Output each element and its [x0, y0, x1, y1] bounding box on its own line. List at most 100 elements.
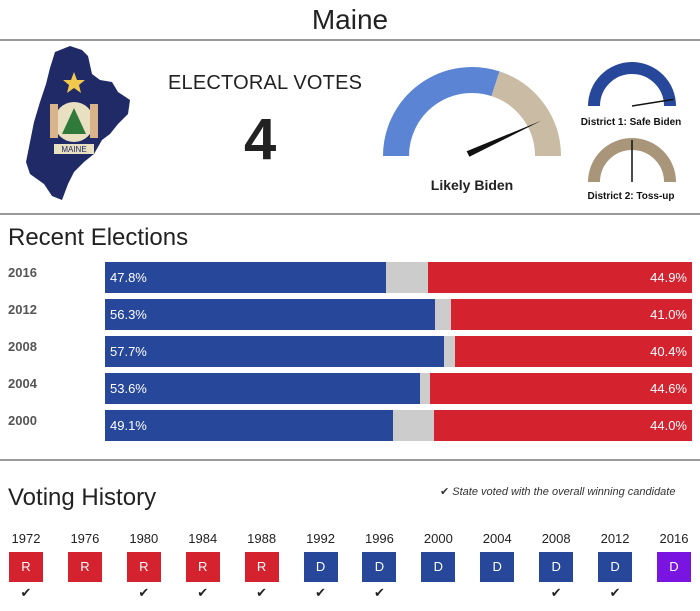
party-badge: R: [67, 552, 102, 582]
rep-share-label: 44.6%: [650, 381, 687, 396]
check-icon: ✔: [550, 585, 562, 600]
check-icon: [480, 585, 514, 601]
history-item: 2012 D ✔: [598, 531, 633, 601]
check-icon: ✔: [609, 585, 621, 600]
check-icon: ✔: [197, 585, 209, 600]
history-year: 2004: [482, 531, 512, 546]
party-badge: D: [656, 552, 691, 582]
history-year: 1972: [11, 531, 41, 546]
bar-segment-dem: [105, 410, 394, 441]
election-bar: 53.6% 44.6%: [105, 373, 692, 404]
recent-elections-heading: Recent Elections: [8, 224, 189, 251]
winner-legend: ✔ State voted with the overall winning c…: [440, 485, 675, 498]
rep-share-label: 41.0%: [650, 307, 687, 322]
divider: [0, 213, 700, 215]
history-item: 1988 R ✔: [244, 531, 279, 601]
history-year: 1992: [306, 531, 335, 546]
history-item: 2016 D: [656, 531, 691, 601]
election-bar: 49.1% 44.0%: [105, 410, 692, 441]
legend-text: State voted with the overall winning can…: [452, 486, 676, 498]
check-icon: [68, 585, 102, 601]
check-icon: ✔: [440, 486, 450, 498]
rep-share-label: 44.0%: [650, 418, 687, 433]
bar-segment-rep: [428, 262, 692, 293]
rep-share-label: 44.9%: [650, 270, 687, 285]
electoral-votes-count: 4: [244, 107, 277, 172]
check-icon: ✔: [315, 585, 326, 600]
gauge-needle: [466, 120, 542, 157]
check-icon: ✔: [20, 585, 32, 600]
dem-share-label: 49.1%: [110, 418, 147, 433]
election-bar: 47.8% 44.9%: [105, 262, 692, 293]
bar-segment-dem: [105, 262, 386, 293]
history-year: 1988: [247, 531, 277, 546]
bar-segment-other: [435, 299, 452, 330]
bar-segment-rep: [433, 410, 692, 441]
election-year: 2012: [8, 302, 37, 317]
history-item: 2000 D: [421, 531, 456, 601]
bar-segment-rep: [451, 299, 692, 330]
dem-share-label: 57.7%: [110, 344, 147, 359]
party-badge: D: [598, 552, 633, 582]
bar-segment-rep: [430, 373, 692, 404]
dem-share-label: 47.8%: [110, 270, 147, 285]
party-badge: R: [244, 552, 279, 582]
party-badge: R: [126, 552, 161, 582]
page-title: Maine: [311, 4, 389, 35]
history-item: 1984 R ✔: [185, 531, 220, 601]
election-year: 2008: [8, 339, 37, 354]
district-2-label: District 2: Toss-up: [587, 191, 675, 202]
election-bar: 57.7% 40.4%: [105, 336, 692, 367]
party-badge: D: [362, 552, 397, 582]
seal-farmer-icon: [50, 104, 58, 138]
bar-segment-other: [419, 373, 431, 404]
divider: [0, 39, 700, 41]
district-1-needle: [631, 98, 674, 107]
state-map: MAINE: [22, 44, 134, 204]
election-year: 2004: [8, 376, 37, 391]
party-badge: D: [539, 552, 574, 582]
check-icon: [657, 585, 691, 601]
history-year: 1996: [364, 531, 394, 546]
check-icon: [421, 585, 455, 601]
check-icon: ✔: [138, 585, 150, 600]
election-year: 2016: [8, 265, 37, 280]
party-badge: R: [185, 552, 220, 582]
election-bar: 56.3% 41.0%: [105, 299, 692, 330]
gauge-dem-arc: [383, 67, 500, 157]
election-year: 2000: [8, 413, 37, 428]
district-1-label: District 1: Safe Biden: [580, 117, 682, 128]
bar-segment-dem: [105, 373, 420, 404]
history-year: 1976: [70, 531, 100, 546]
history-item: 2004 D: [480, 531, 515, 601]
gauge-rep-arc: [491, 71, 561, 157]
bar-segment-other: [443, 336, 455, 367]
history-year: 2012: [600, 531, 630, 546]
rep-share-label: 40.4%: [650, 344, 687, 359]
voting-history-heading: Voting History: [8, 484, 157, 511]
check-icon: ✔: [256, 585, 268, 600]
bar-segment-rep: [454, 336, 692, 367]
district-1-arc: [588, 62, 676, 107]
bar-segment-dem: [105, 336, 444, 367]
party-badge: D: [421, 552, 456, 582]
history-item: 2008 D ✔: [539, 531, 574, 601]
history-item: 1992 D ✔: [303, 531, 338, 601]
bar-segment-other: [393, 410, 434, 441]
check-icon: ✔: [373, 585, 385, 600]
history-year: 1980: [129, 531, 159, 546]
dem-share-label: 53.6%: [110, 381, 147, 396]
district-1-gauge: [588, 62, 676, 107]
history-year: 2000: [423, 531, 453, 546]
party-badge: D: [303, 552, 338, 582]
north-star-icon: [63, 72, 85, 93]
history-year: 2008: [541, 531, 571, 546]
bar-segment-dem: [105, 299, 436, 330]
history-item: 1996 D ✔: [362, 531, 397, 601]
party-badge: D: [480, 552, 515, 582]
seal-banner-text: MAINE: [61, 145, 86, 154]
history-item: 1980 R ✔: [126, 531, 161, 601]
divider: [0, 459, 700, 461]
history-item: 1976 R: [67, 531, 102, 601]
pine-tree-icon: [62, 108, 86, 134]
